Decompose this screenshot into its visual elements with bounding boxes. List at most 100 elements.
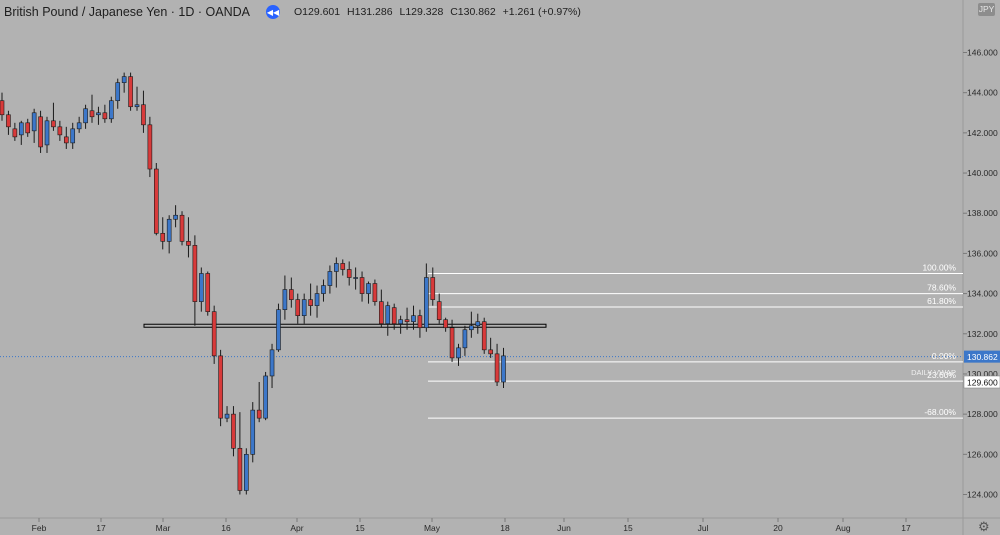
high-value: H131.286	[347, 6, 393, 18]
marker-price-label: 129.600	[967, 377, 998, 387]
candle-body	[31, 112, 37, 132]
candle-body	[18, 122, 24, 136]
x-tick-label: Mar	[156, 523, 171, 533]
y-tick-label: 134.000	[967, 289, 998, 299]
x-tick-label: May	[424, 523, 441, 533]
candle-body	[276, 309, 281, 351]
fib-label: -68.00%	[924, 407, 956, 417]
gear-icon[interactable]: ⚙	[978, 519, 990, 534]
horizontal-level-line	[143, 323, 547, 328]
x-tick-label: Feb	[32, 523, 47, 533]
candle-body	[89, 110, 95, 118]
candle-body	[256, 409, 262, 419]
candle-body	[481, 321, 487, 351]
candle-body	[327, 271, 333, 286]
candle-body	[38, 116, 43, 148]
x-tick-label: 17	[901, 523, 911, 533]
candle-body	[115, 82, 121, 102]
candle-body	[295, 299, 301, 316]
candle-body	[231, 413, 236, 449]
x-tick-label: Apr	[290, 523, 303, 533]
candle-body	[372, 283, 378, 302]
candle-body	[96, 112, 101, 116]
candle-body	[250, 409, 256, 455]
candle-body	[141, 104, 146, 126]
candle-body	[443, 319, 448, 329]
candle-body	[166, 218, 172, 242]
last-price-tag	[964, 350, 1000, 363]
marker-price-tag	[963, 375, 1000, 389]
candle-body	[334, 263, 339, 272]
candle-body	[301, 299, 307, 316]
fib-label: 23.60%	[927, 370, 956, 380]
currency-badge[interactable]: JPY	[978, 3, 995, 16]
y-tick-label: 130.000	[967, 369, 998, 379]
candle-body	[340, 263, 346, 270]
candle-body	[404, 319, 410, 323]
low-value: L129.328	[399, 6, 444, 18]
x-tick-label: Jun	[557, 523, 571, 533]
candle-body	[366, 283, 371, 294]
candle-body	[314, 293, 320, 306]
x-tick-label: 16	[221, 523, 231, 533]
candle-body	[359, 277, 365, 294]
candle-body	[417, 315, 423, 329]
x-tick-label: 15	[623, 523, 633, 533]
close-value: C130.862	[450, 6, 496, 18]
candle-body	[211, 311, 217, 357]
candle-body	[121, 76, 127, 83]
candle-body	[12, 128, 18, 138]
candle-body	[70, 128, 76, 144]
candle-body	[6, 114, 11, 128]
candle-body	[398, 319, 403, 325]
candle-body	[25, 122, 31, 134]
vwap-label: DAILY VWAP	[911, 368, 956, 377]
rewind-icon[interactable]: ◀◀	[265, 5, 280, 19]
candle-body	[449, 327, 455, 359]
last-price-label: 130.862	[967, 352, 998, 362]
candle-body	[237, 447, 243, 491]
ohlc-values: O129.601 H131.286 L129.328 C130.862 +1.2…	[294, 6, 585, 18]
x-tick-label: Jul	[698, 523, 709, 533]
candle-body	[289, 289, 294, 300]
x-tick-label: 18	[500, 523, 510, 533]
candle-body	[456, 347, 461, 359]
y-tick-label: 126.000	[967, 449, 998, 459]
candle-body	[154, 168, 159, 234]
fib-label: 100.00%	[922, 263, 956, 273]
candle-body	[244, 454, 249, 491]
candle-body	[469, 325, 474, 331]
candle-body	[102, 112, 108, 120]
y-tick-label: 132.000	[967, 329, 998, 339]
x-tick-label: 20	[773, 523, 783, 533]
candle-body	[379, 301, 384, 325]
candle-body	[269, 349, 275, 377]
candle-body	[57, 126, 63, 136]
candle-body	[411, 315, 416, 323]
candle-body	[385, 305, 391, 325]
fib-label: 61.80%	[927, 296, 956, 306]
y-tick-label: 128.000	[967, 409, 998, 419]
y-tick-label: 146.000	[967, 48, 998, 58]
x-tick-label: 17	[96, 523, 106, 533]
candle-body	[128, 76, 133, 108]
candle-body	[462, 329, 468, 349]
candle-body	[192, 245, 198, 302]
symbol-title[interactable]: British Pound / Japanese Yen · 1D · OAND…	[4, 5, 250, 19]
candle-body	[63, 136, 69, 144]
candle-body	[218, 355, 223, 419]
change-value: +1.261 (+0.97%)	[502, 6, 581, 18]
candle-body	[51, 120, 56, 128]
y-tick-label: 138.000	[967, 208, 998, 218]
candle-body	[134, 104, 140, 108]
candle-body	[186, 241, 191, 246]
candle-body	[224, 413, 230, 419]
candle-body	[430, 277, 436, 300]
candle-body	[76, 122, 82, 130]
open-value: O129.601	[293, 6, 341, 18]
fib-label: 0.00%	[932, 351, 957, 361]
candle-body	[173, 214, 178, 220]
candle-body	[308, 299, 313, 306]
y-tick-label: 142.000	[967, 128, 998, 138]
